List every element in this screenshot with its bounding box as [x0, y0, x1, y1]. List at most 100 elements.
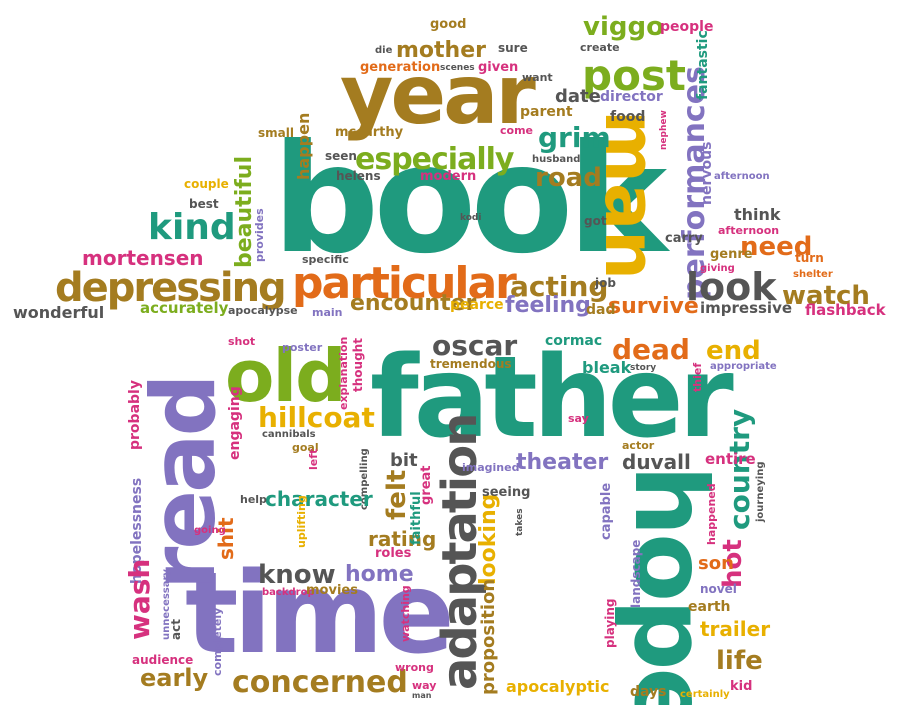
word-main: main [312, 306, 343, 319]
word-people: people [660, 19, 714, 35]
word-engaging: engaging [227, 386, 243, 460]
word-rating: rating [368, 527, 437, 551]
word-got: got [584, 214, 607, 228]
word-apocalypse: apocalypse [228, 304, 298, 317]
word-best: best [189, 197, 219, 211]
word-early: early [140, 664, 209, 692]
word-couple: couple [184, 177, 229, 191]
word-modern: modern [420, 169, 477, 184]
word-character: character [265, 487, 373, 511]
word-carry: carry [665, 231, 703, 246]
word-depressing: depressing [55, 265, 287, 311]
word-watching: watching [399, 585, 412, 642]
word-end: end [706, 336, 761, 366]
word-director: director [600, 89, 663, 105]
word-survive: survive [608, 294, 699, 319]
word-viggo: viggo [583, 12, 664, 42]
word-looking: looking [476, 493, 501, 585]
word-kid: kid [730, 679, 753, 694]
word-accurately: accurately [140, 299, 229, 317]
word-man-small: man [412, 691, 432, 700]
word-good: good [430, 17, 467, 32]
word-fantastic: fantastic [695, 30, 711, 100]
word-seeing: seeing [482, 485, 531, 500]
word-year: year [340, 48, 536, 143]
word-felt: felt [382, 469, 412, 520]
word-giving: giving [700, 263, 735, 274]
word-concerned: concerned [232, 665, 408, 700]
word-time: time [185, 549, 455, 679]
word-journeying: journeying [755, 461, 766, 522]
word-help: help [240, 493, 267, 506]
word-novel: novel [700, 582, 737, 596]
word-say: say [568, 412, 589, 425]
word-post: post [582, 51, 686, 100]
word-poster: poster [282, 341, 323, 354]
word-given: given [478, 60, 519, 75]
word-proposition: proposition [478, 578, 499, 695]
word-particular: particular [292, 258, 517, 309]
word-wonderful: wonderful [13, 303, 105, 322]
word-explanation: explanation [337, 336, 350, 410]
word-duvall: duvall [622, 450, 691, 474]
word-trailer: trailer [700, 617, 771, 641]
word-way: way [412, 679, 437, 692]
word-genre: genre [710, 247, 753, 262]
word-faithful: faithful [409, 491, 424, 545]
word-kind: kind [148, 207, 236, 248]
word-encounter: encounter [350, 291, 477, 316]
word-playing: playing [603, 598, 617, 649]
word-bleak: bleak [582, 358, 632, 377]
word-impressive: impressive [700, 299, 793, 317]
word-going: going [194, 525, 226, 536]
word-earth: earth [688, 599, 731, 615]
word-flashback: flashback [805, 301, 886, 319]
word-son: son [698, 553, 734, 574]
word-bit: bit [390, 450, 418, 471]
word-nervous: nervous [699, 141, 715, 205]
word-dead: dead [612, 333, 690, 366]
word-theater: theater [516, 450, 609, 475]
word-backdrop: backdrop [262, 587, 315, 598]
word-especially: especially [355, 142, 514, 177]
word-date: date [555, 86, 601, 107]
word-parent: parent [520, 104, 573, 120]
word-thief: thief [691, 362, 704, 392]
word-cannibals: cannibals [262, 429, 316, 440]
word-turn: turn [795, 251, 824, 265]
word-shot: shot [228, 335, 256, 348]
word-movies: movies [306, 583, 358, 598]
word-wash: wash [123, 558, 156, 640]
word-left: left [307, 448, 320, 470]
word-actor: actor [622, 439, 655, 452]
word-takes: takes [515, 508, 525, 536]
word-watch: watch [782, 281, 870, 311]
word-cormac: cormac [545, 333, 603, 349]
word-road: road [535, 163, 602, 193]
word-shit: shit [214, 517, 238, 560]
word-entire: entire [705, 450, 756, 468]
word-oscar: oscar [432, 329, 518, 362]
word-pearce: pearce [450, 297, 504, 313]
word-story: story [630, 363, 657, 373]
word-life: life [716, 646, 763, 676]
word-specific: specific [302, 253, 349, 266]
word-feeling: feeling [505, 293, 591, 318]
word-afternoon: afternoon [718, 224, 780, 237]
word-book: book [272, 113, 667, 287]
word-sure: sure [498, 41, 528, 55]
word-want: want [522, 71, 553, 84]
word-certainly: certainly [680, 689, 730, 700]
word-apocalyptic: apocalyptic [506, 677, 610, 696]
word-need: need [740, 232, 813, 262]
word-dad: dad [586, 302, 616, 318]
word-create: create [580, 41, 620, 54]
word-come: come [500, 124, 533, 137]
word-audience: audience [132, 653, 194, 667]
word-country: country [723, 408, 756, 530]
word-probably: probably [127, 380, 143, 450]
word-food: food [610, 109, 646, 125]
word-grim: grim [538, 121, 611, 154]
word-father: father [370, 333, 734, 463]
